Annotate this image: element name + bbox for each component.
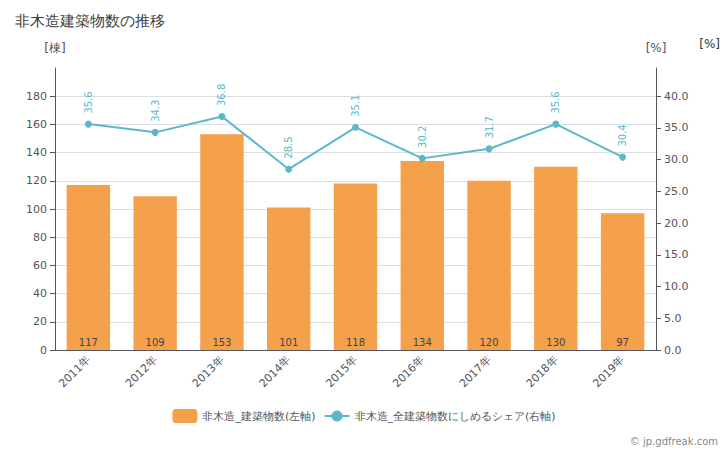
svg-text:2017年: 2017年 [457,353,494,390]
svg-text:80: 80 [33,231,47,244]
svg-text:35.6: 35.6 [83,91,94,113]
svg-text:30.2: 30.2 [417,126,428,148]
svg-text:118: 118 [346,337,365,348]
svg-text:120: 120 [26,174,47,187]
svg-text:非木造_全建築物数にしめるシェア(右軸): 非木造_全建築物数にしめるシェア(右軸) [355,410,556,423]
svg-text:117: 117 [79,337,98,348]
svg-text:120: 120 [480,337,499,348]
svg-text:30.0: 30.0 [664,153,689,166]
svg-text:28.5: 28.5 [283,136,294,158]
svg-text:35.0: 35.0 [664,121,689,134]
svg-text:0: 0 [40,344,47,357]
svg-text:40: 40 [33,287,47,300]
svg-text:非木造_建築物数(左軸): 非木造_建築物数(左軸) [202,410,315,423]
svg-text:160: 160 [26,118,47,131]
svg-text:31.7: 31.7 [484,116,495,138]
svg-text:20.0: 20.0 [664,217,689,230]
svg-text:20: 20 [33,315,47,328]
svg-text:15.0: 15.0 [664,248,689,261]
svg-text:134: 134 [413,337,432,348]
svg-text:[%]: [%] [699,37,720,51]
svg-text:© jp.gdfreak.com: © jp.gdfreak.com [630,436,718,447]
svg-text:101: 101 [279,337,298,348]
svg-text:5.0: 5.0 [664,312,682,325]
svg-text:[棟]: [棟] [44,41,65,55]
svg-text:109: 109 [146,337,165,348]
svg-text:2012年: 2012年 [123,353,160,390]
svg-text:2018年: 2018年 [524,353,561,390]
svg-text:2015年: 2015年 [323,353,360,390]
svg-text:100: 100 [26,203,47,216]
svg-text:2014年: 2014年 [257,353,294,390]
svg-text:130: 130 [546,337,565,348]
svg-text:0.0: 0.0 [664,344,682,357]
svg-text:60: 60 [33,259,47,272]
svg-text:2016年: 2016年 [390,353,427,390]
svg-text:非木造建築物数の推移: 非木造建築物数の推移 [15,12,165,30]
svg-text:35.1: 35.1 [350,95,361,117]
svg-text:2019年: 2019年 [590,353,627,390]
svg-text:180: 180 [26,90,47,103]
svg-text:2013年: 2013年 [190,353,227,390]
svg-text:34.3: 34.3 [150,100,161,122]
svg-text:35.6: 35.6 [550,91,561,113]
svg-text:40.0: 40.0 [664,90,689,103]
svg-text:140: 140 [26,146,47,159]
svg-text:10.0: 10.0 [664,280,689,293]
svg-text:2011年: 2011年 [56,353,93,390]
svg-text:[%]: [%] [646,41,667,55]
svg-text:30.4: 30.4 [617,124,628,146]
svg-text:153: 153 [212,337,231,348]
svg-text:97: 97 [616,337,629,348]
svg-text:25.0: 25.0 [664,185,689,198]
svg-text:36.8: 36.8 [216,84,227,106]
